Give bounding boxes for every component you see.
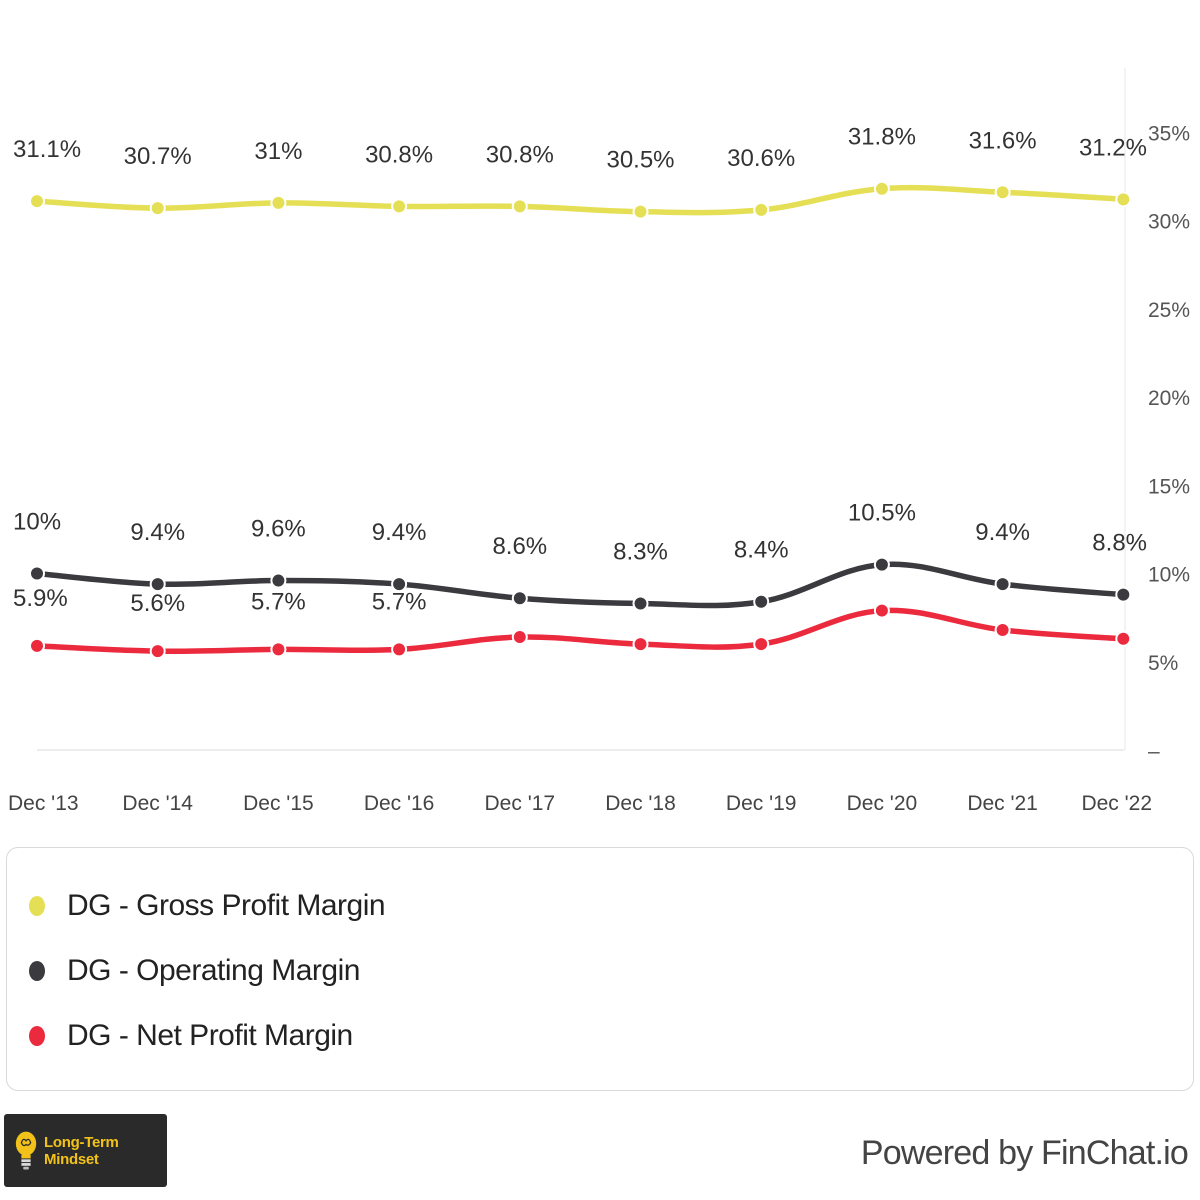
y-tick-label: – — [1148, 740, 1160, 763]
chart-legend: DG - Gross Profit Margin DG - Operating … — [6, 847, 1194, 1091]
x-tick-label: Dec '16 — [364, 792, 435, 815]
data-label: 31.2% — [1079, 134, 1147, 161]
data-point — [753, 593, 770, 610]
y-tick-label: 25% — [1148, 299, 1190, 322]
data-label: 30.8% — [486, 141, 554, 168]
data-point — [391, 198, 408, 215]
data-point — [632, 595, 649, 612]
data-point — [391, 576, 408, 593]
data-point — [753, 201, 770, 218]
legend-item-gross-margin[interactable]: DG - Gross Profit Margin — [29, 886, 386, 926]
data-point — [149, 200, 166, 217]
data-point — [270, 641, 287, 658]
data-label: 30.5% — [606, 147, 674, 174]
data-point — [391, 641, 408, 658]
data-point — [511, 590, 528, 607]
data-point — [1115, 630, 1132, 647]
data-label: 9.4% — [975, 519, 1030, 546]
x-tick-label: Dec '13 — [8, 792, 79, 815]
data-point — [511, 629, 528, 646]
powered-by-text: Powered by FinChat.io — [860, 1134, 1189, 1172]
data-label: 10.5% — [848, 500, 916, 527]
data-point — [753, 636, 770, 653]
data-point — [994, 576, 1011, 593]
data-label: 8.8% — [1092, 530, 1147, 557]
legend-dot-icon — [29, 961, 45, 981]
x-tick-label: Dec '17 — [485, 792, 556, 815]
data-label: 8.4% — [734, 537, 789, 564]
data-point — [511, 198, 528, 215]
chart-axes: – 5% 10% 15% 20% 25% 30% 35% Dec '13 Dec '14 Dec '… — [8, 68, 1190, 815]
data-label: 31.1% — [13, 136, 81, 163]
brand-badge[interactable]: Long-Term Mindset — [4, 1114, 167, 1187]
x-tick-label: Dec '18 — [605, 792, 676, 815]
y-tick-label: 30% — [1148, 211, 1190, 234]
y-tick-label: 15% — [1148, 475, 1190, 498]
data-point — [1115, 586, 1132, 603]
data-label: 5.6% — [130, 590, 185, 617]
data-point — [873, 602, 890, 619]
y-tick-label: 5% — [1148, 652, 1178, 675]
data-point — [632, 203, 649, 220]
chart-series-points — [29, 180, 1132, 660]
data-label: 30.8% — [365, 141, 433, 168]
data-point — [873, 180, 890, 197]
y-tick-label: 20% — [1148, 387, 1190, 410]
data-point — [29, 565, 45, 582]
legend-item-net-margin[interactable]: DG - Net Profit Margin — [29, 1016, 353, 1056]
data-label: 8.3% — [613, 539, 668, 566]
data-label: 5.9% — [13, 585, 68, 612]
data-label: 10% — [13, 509, 61, 536]
y-tick-label: 10% — [1148, 564, 1190, 587]
legend-dot-icon — [29, 1026, 45, 1046]
data-point — [632, 636, 649, 653]
series-line — [34, 561, 1127, 609]
data-point — [29, 637, 45, 654]
x-tick-label: Dec '15 — [243, 792, 314, 815]
brand-badge-text: Long-Term Mindset — [44, 1133, 119, 1168]
data-point — [270, 194, 287, 211]
data-label: 30.7% — [124, 143, 192, 170]
data-point — [994, 184, 1011, 201]
data-label: 31.8% — [848, 124, 916, 151]
data-label: 31% — [254, 138, 302, 165]
data-point — [149, 643, 166, 660]
legend-dot-icon — [29, 896, 45, 916]
data-point — [149, 576, 166, 593]
data-label: 30.6% — [727, 145, 795, 172]
x-tick-label: Dec '22 — [1081, 792, 1152, 815]
x-tick-label: Dec '21 — [967, 792, 1038, 815]
data-point — [29, 193, 45, 210]
x-tick-label: Dec '19 — [726, 792, 797, 815]
x-tick-label: Dec '20 — [847, 792, 918, 815]
legend-label: DG - Operating Margin — [67, 954, 360, 987]
legend-label: DG - Net Profit Margin — [67, 1019, 353, 1052]
series-line — [34, 184, 1127, 216]
data-label: 5.7% — [251, 588, 306, 615]
data-label: 31.6% — [969, 127, 1037, 154]
data-label: 9.4% — [130, 519, 185, 546]
lightbulb-brain-icon — [15, 1131, 37, 1169]
data-label: 5.7% — [372, 588, 427, 615]
series-line — [34, 607, 1127, 655]
y-tick-label: 35% — [1148, 122, 1190, 145]
legend-item-operating-margin[interactable]: DG - Operating Margin — [29, 951, 360, 991]
data-point — [994, 621, 1011, 638]
chart-series-lines — [34, 184, 1127, 655]
data-point — [270, 572, 287, 589]
data-point — [873, 556, 890, 573]
chart-data-labels: 31.1% 30.7% 31% 30.8% 30.8% 30.5% 30.6% 31.8% 31… — [13, 124, 1147, 617]
x-tick-label: Dec '14 — [122, 792, 193, 815]
data-label: 9.6% — [251, 516, 306, 543]
legend-label: DG - Gross Profit Margin — [67, 889, 386, 922]
data-label: 9.4% — [372, 519, 427, 546]
data-point — [1115, 191, 1132, 208]
line-chart: – 5% 10% 15% 20% 25% 30% 35% Dec '13 Dec '14 Dec '… — [8, 68, 1190, 815]
data-label: 8.6% — [492, 533, 547, 560]
